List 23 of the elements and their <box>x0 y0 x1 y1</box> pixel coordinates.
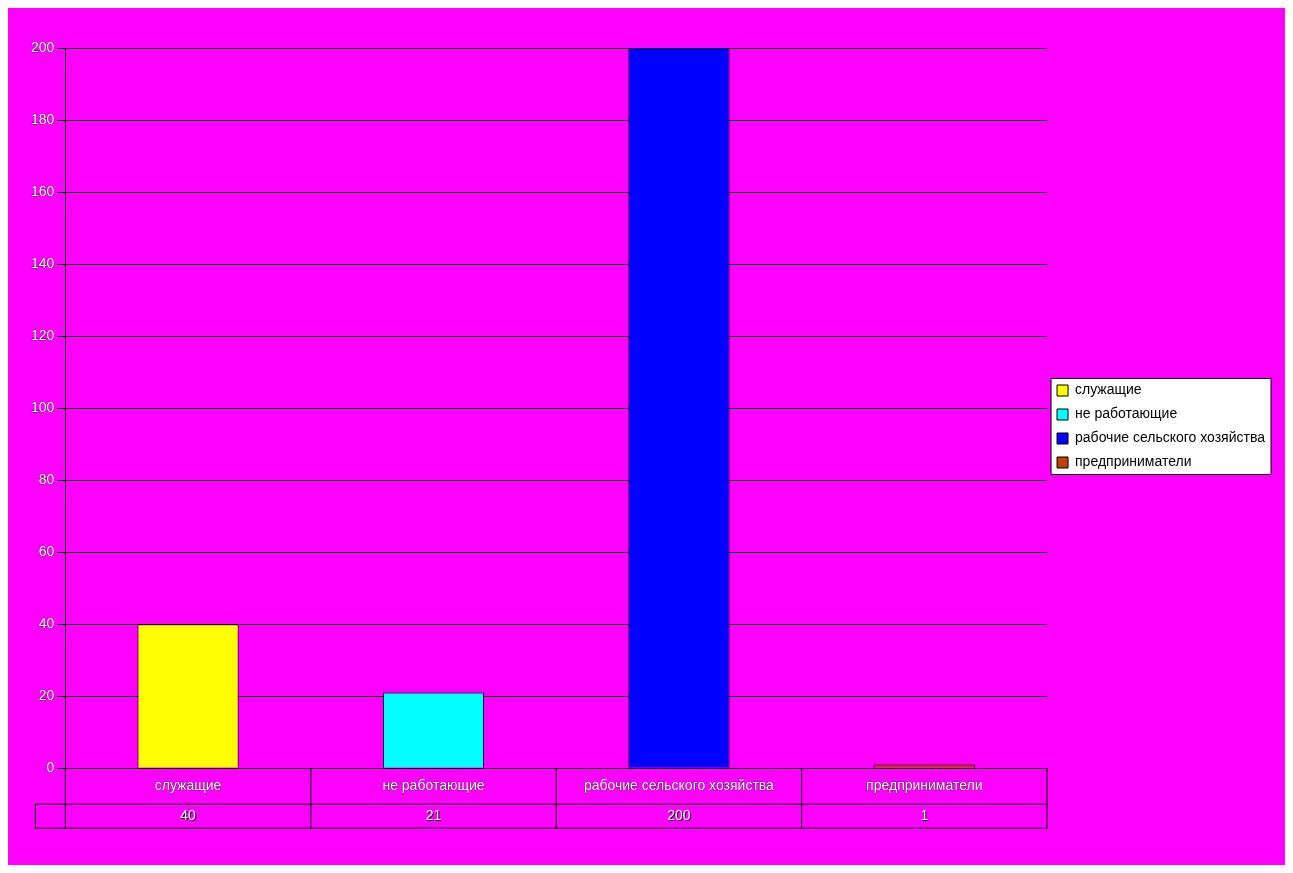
y-tick-label: 120 <box>31 326 55 343</box>
data-label: 200 <box>667 807 691 824</box>
y-tick-label: 140 <box>31 254 55 271</box>
y-tick-label: 180 <box>31 110 55 127</box>
y-tick-label: 40 <box>38 615 55 632</box>
legend-label: рабочие сельского хозяйства <box>1075 429 1266 446</box>
x-tick-label: рабочие сельского хозяйства <box>583 777 775 794</box>
y-tick-label: 100 <box>31 398 55 415</box>
y-tick-label: 60 <box>38 543 55 559</box>
x-tick-label: предприниматели <box>866 777 983 794</box>
data-label: 1 <box>920 807 929 824</box>
x-tick-label: не работающие <box>382 777 485 794</box>
data-label: 21 <box>425 807 442 824</box>
legend-label: не работающие <box>1075 405 1178 422</box>
legend-label: предприниматели <box>1075 453 1192 470</box>
x-tick-label: служащие <box>154 777 222 794</box>
data-label: 40 <box>180 807 197 824</box>
y-tick-label: 160 <box>31 182 55 199</box>
y-tick-label: 80 <box>38 470 55 487</box>
y-tick-label: 20 <box>38 687 55 704</box>
legend-label: служащие <box>1075 381 1142 398</box>
y-tick-label: 0 <box>46 759 55 776</box>
y-tick-label: 200 <box>31 38 55 55</box>
